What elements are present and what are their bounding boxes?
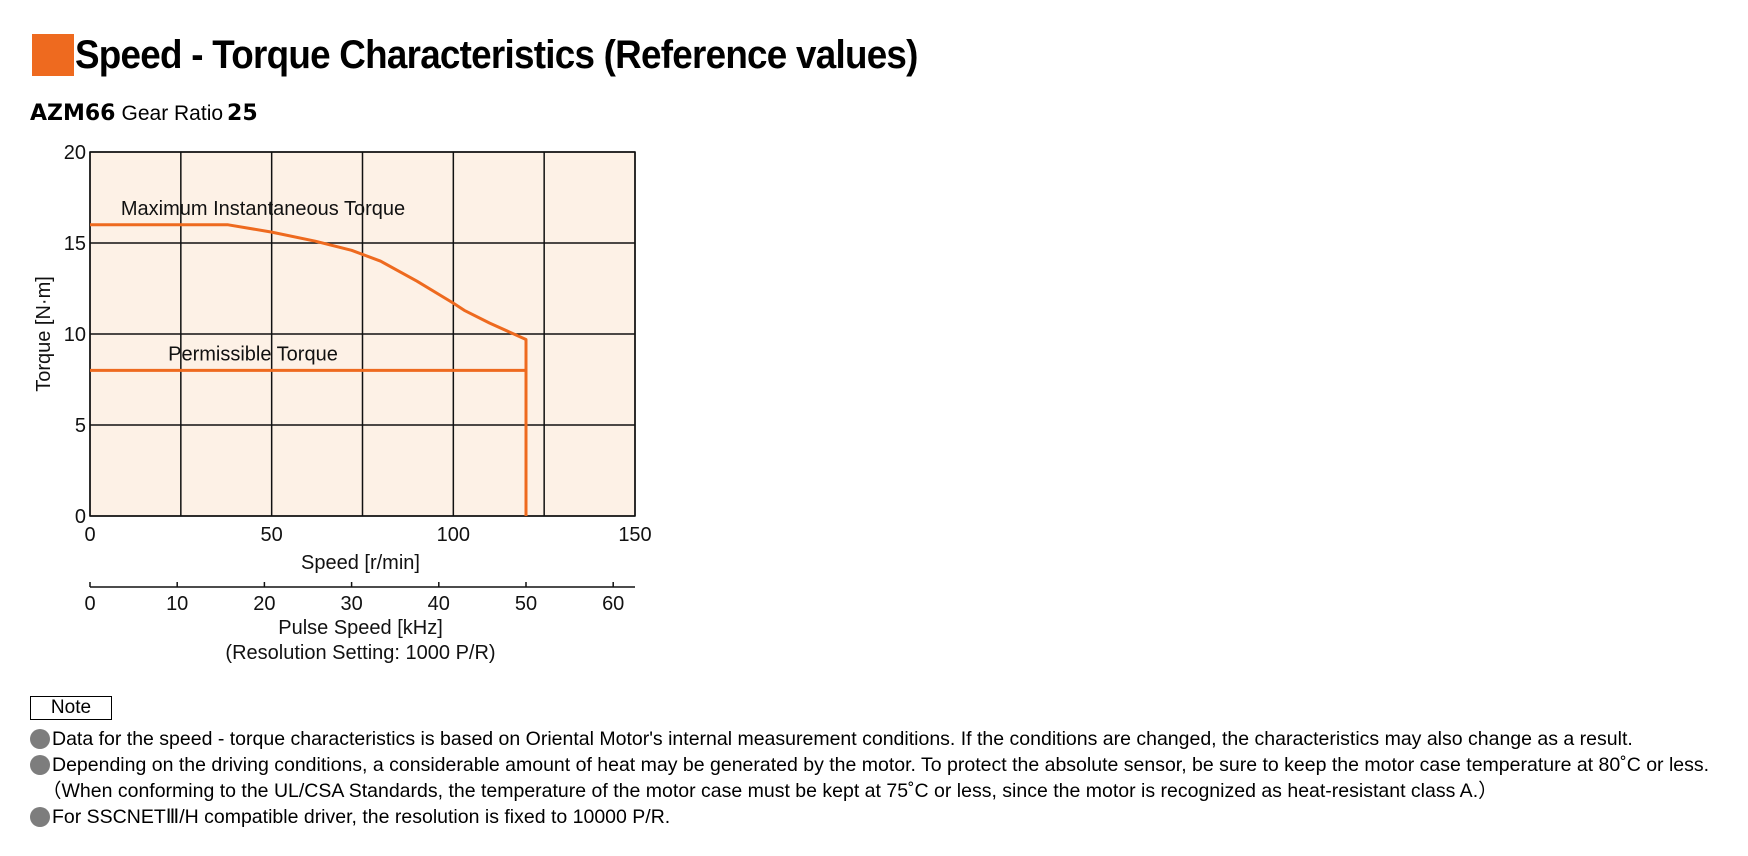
pulse-speed-tick-label: 10 [166,593,188,615]
notes-list: Data for the speed - torque characterist… [30,726,1742,830]
y-tick-label: 15 [64,233,86,255]
y-axis-label: Torque [N·m] [33,276,55,392]
x-axis-label: Speed [r/min] [301,552,420,574]
y-tick-label: 10 [64,324,86,346]
speed-torque-chart: Maximum Instantaneous Torque Permissible… [33,142,652,664]
page-title-text: Speed - Torque Characteristics (Referenc… [75,32,918,77]
plot-frame [89,151,636,517]
x-tick-label: 100 [437,524,470,546]
note-item: Data for the speed - torque characterist… [30,726,1742,752]
pulse-speed-tick-label: 60 [602,593,624,615]
bullet-icon [30,807,50,827]
pulse-speed-tick-label: 40 [428,593,450,615]
pulse-speed-tick-label: 30 [340,593,362,615]
y-tick-label: 0 [75,506,86,528]
pulse-speed-tick-label: 0 [84,593,95,615]
series-group [90,223,528,516]
bullet-icon [30,729,50,749]
series-label-maximum-instantaneous-torque: Maximum Instantaneous Torque [121,198,405,220]
note-item: For SSCNETⅢ/H compatible driver, the res… [30,804,1742,830]
gear-ratio-value: 25 [227,101,258,126]
x-axis-ticks: 0 50 100 150 [84,524,651,546]
series-line-permissible-torque [90,368,528,516]
pulse-speed-tick-label: 50 [515,593,537,615]
resolution-setting-note: (Resolution Setting: 1000 P/R) [225,642,495,664]
series-label-permissible-torque: Permissible Torque [168,343,338,365]
note-text: For SSCNETⅢ/H compatible driver, the res… [52,806,671,828]
x-tick-label: 150 [618,524,651,546]
note-item: Depending on the driving conditions, a c… [30,752,1742,778]
y-axis-ticks: 0 5 10 15 20 [64,142,86,528]
bullet-icon [30,755,50,775]
pulse-speed-tick-label: 20 [253,593,275,615]
note-heading: Note [30,696,112,720]
gear-ratio-label: Gear Ratio [121,102,224,125]
note-text: （When conforming to the UL/CSA Standards… [42,780,1498,802]
page-title: Speed - Torque Characteristics (Referenc… [32,32,991,77]
note-item: （When conforming to the UL/CSA Standards… [30,778,1742,804]
note-text: Data for the speed - torque characterist… [52,728,1633,750]
model-name: AZM66 [30,101,116,126]
x-tick-label: 50 [261,524,283,546]
x-tick-label: 0 [84,524,95,546]
y-tick-label: 20 [64,142,86,164]
title-accent-square [32,34,74,76]
pulse-speed-axis: 0 10 20 30 40 50 60 [84,582,635,615]
chart-subtitle: AZM66 Gear Ratio 25 [30,100,258,126]
pulse-speed-axis-label: Pulse Speed [kHz] [278,617,443,639]
series-line-maximum-instantaneous-torque [90,223,528,516]
y-tick-label: 5 [75,415,86,437]
note-text: Depending on the driving conditions, a c… [52,754,1710,776]
